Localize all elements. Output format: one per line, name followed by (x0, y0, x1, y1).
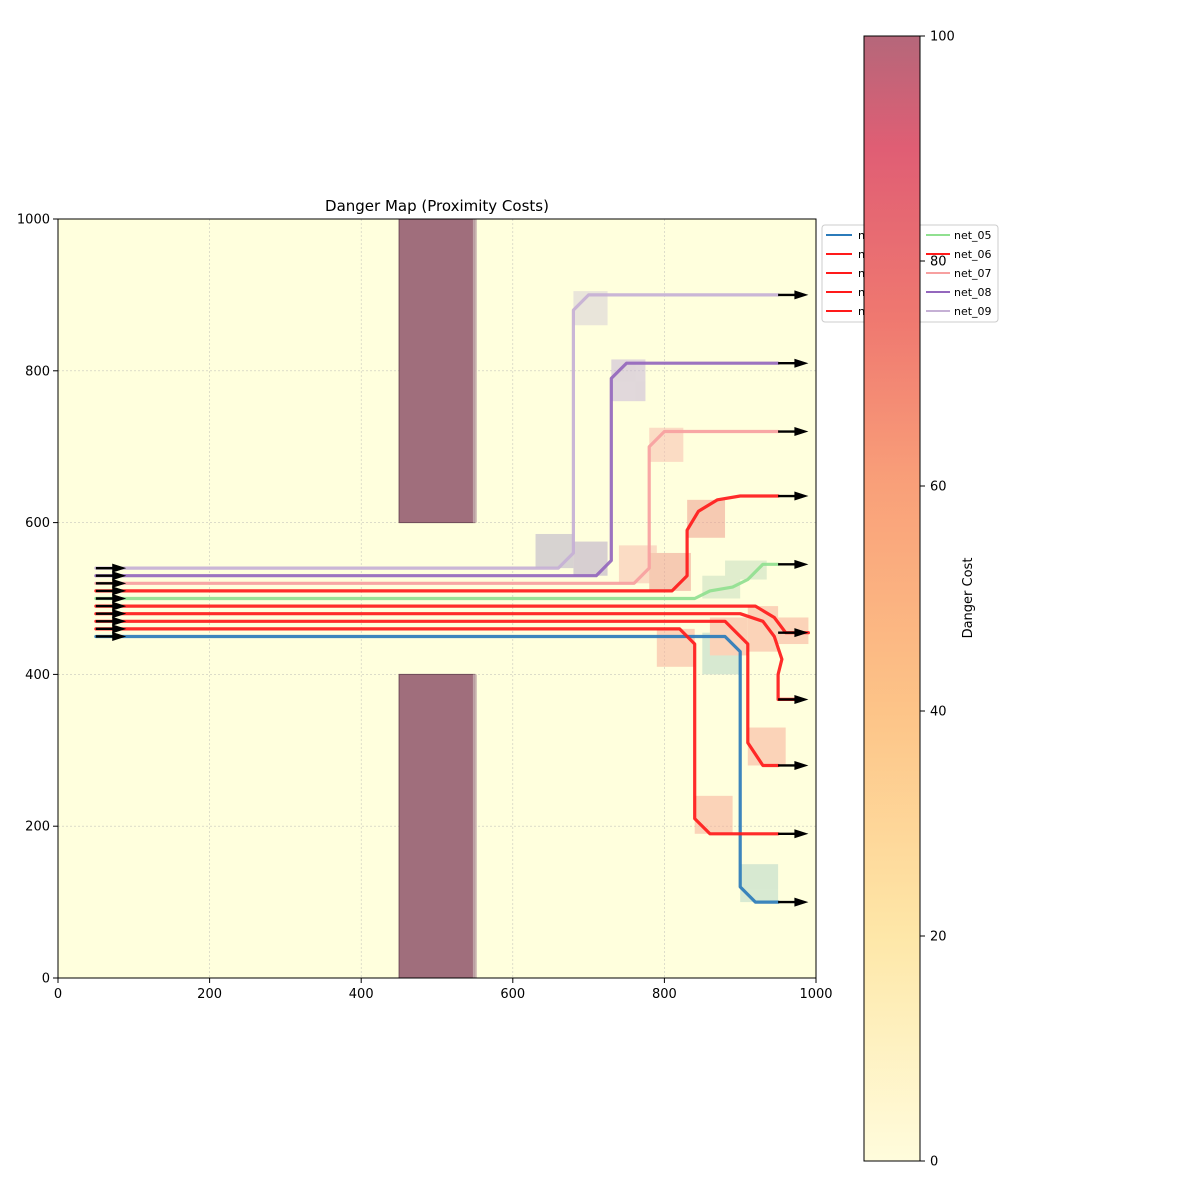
source-arrow-head (112, 594, 127, 603)
obstacle-block (398, 673, 476, 979)
danger-zone (649, 552, 691, 591)
danger-zone (694, 795, 733, 834)
colorbar-tick-label: 0 (930, 1155, 938, 1170)
target-arrow-head (794, 694, 809, 704)
colorbar-ticks: 0 20 40 60 80 100 (920, 30, 955, 1170)
colorbar-tick-label: 100 (930, 30, 955, 45)
net-route-06 (94, 494, 780, 593)
net-route-01 (94, 627, 780, 836)
source-arrow-head (112, 631, 127, 641)
target-arrow-head (794, 358, 809, 368)
target-arrow-head (794, 427, 809, 437)
source-arrow-head (112, 563, 127, 573)
x-tick-label: 400 (349, 987, 374, 1002)
y-tick-label: 600 (25, 516, 50, 531)
danger-zone (656, 628, 695, 667)
source-arrow-head (112, 624, 127, 634)
net-route-09 (94, 293, 780, 570)
danger-zone (649, 427, 684, 462)
legend-label: n (858, 286, 865, 299)
colorbar-gradient (863, 35, 921, 1162)
net-route-07 (94, 429, 780, 585)
y-axis-ticks: 0 200 400 600 800 1000 (17, 213, 58, 987)
net-route-00 (94, 634, 780, 904)
net-routes (94, 293, 810, 904)
danger-zone (747, 606, 779, 652)
target-arrow-head (794, 628, 809, 638)
target-arrow-head (794, 491, 809, 501)
pin-arrows (95, 290, 809, 907)
x-tick-label: 800 (652, 987, 677, 1002)
target-arrow-head (794, 760, 809, 770)
legend-label: net_08 (954, 286, 992, 299)
danger-zone (740, 864, 779, 903)
source-arrow-head (112, 571, 127, 581)
danger-zone (535, 533, 574, 569)
colorbar-label: Danger Cost (961, 558, 976, 639)
legend-label: n (858, 305, 865, 318)
x-tick-label: 1000 (799, 987, 832, 1002)
plot-frame (57, 218, 817, 979)
y-tick-label: 1000 (17, 213, 50, 228)
danger-zone (702, 575, 741, 599)
legend-label: net_07 (954, 267, 992, 280)
net-route-02 (94, 619, 780, 768)
legend-label: net_09 (954, 305, 992, 318)
legend-label: net_06 (954, 248, 992, 261)
y-tick-label: 200 (25, 820, 50, 835)
target-arrow-head (794, 897, 809, 907)
colorbar-tick-label: 60 (930, 480, 947, 495)
target-arrow-head (794, 290, 809, 300)
net-route-05 (94, 562, 780, 601)
danger-zone (725, 560, 767, 580)
source-arrow-head (112, 578, 127, 588)
source-arrow-head (112, 601, 127, 611)
colorbar: 0 20 40 60 80 100 Danger Cost (863, 30, 976, 1170)
source-arrow-head (112, 586, 127, 596)
net-route-08 (94, 361, 780, 578)
x-tick-label: 600 (500, 987, 525, 1002)
y-tick-label: 800 (25, 364, 50, 379)
x-tick-label: 200 (197, 987, 222, 1002)
danger-zone (573, 291, 608, 326)
x-tick-label: 0 (54, 987, 62, 1002)
danger-zone (611, 359, 646, 402)
y-tick-label: 400 (25, 668, 50, 683)
obstacle-edge (472, 219, 477, 523)
legend-label: n (858, 248, 865, 261)
legend-label: net_05 (954, 229, 992, 242)
colorbar-tick-label: 80 (930, 255, 947, 270)
y-tick-label: 0 (42, 972, 50, 987)
colorbar-tick-label: 40 (930, 705, 947, 720)
target-arrow-head (794, 559, 809, 569)
colorbar-tick-label: 20 (930, 930, 947, 945)
source-arrow-head (112, 609, 127, 619)
legend-label: n (858, 229, 865, 242)
obstacle-edge (472, 674, 477, 978)
legend-label: n (858, 267, 865, 280)
source-arrow-head (112, 616, 127, 626)
x-axis-ticks: 0 200 400 600 800 1000 (54, 978, 833, 1002)
danger-zone (747, 727, 786, 766)
chart-title: Danger Map (Proximity Costs) (325, 197, 549, 215)
target-arrow-head (794, 829, 809, 839)
net-route-03 (94, 612, 803, 701)
obstacle-block (398, 218, 476, 524)
